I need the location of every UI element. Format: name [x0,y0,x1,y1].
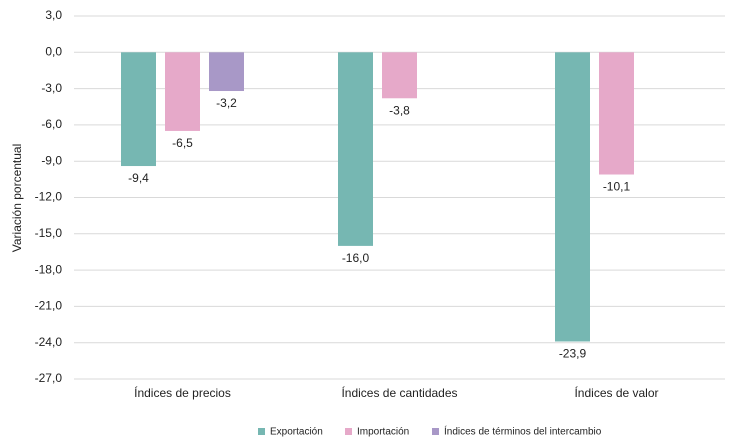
x-tick-label: Índices de precios [134,385,231,400]
y-tick-label: -9,0 [41,153,62,167]
x-tick-label: Índices de valor [574,385,658,400]
value-label: -10,1 [603,180,631,194]
bar [382,52,417,99]
legend-label: Importación [357,427,409,438]
bar [338,52,373,246]
bar [209,52,244,92]
legend-label: Exportación [270,427,323,438]
y-tick-label: -12,0 [35,190,63,204]
y-tick-label: -6,0 [41,117,62,131]
y-axis-label: Variación porcentual [10,144,24,253]
value-label: -23,9 [559,347,587,361]
y-tick-label: 3,0 [45,8,62,22]
value-label: -3,8 [389,103,410,117]
value-label: -9,4 [128,171,149,185]
bar [599,52,634,175]
bar [165,52,200,131]
bar [121,52,156,167]
y-tick-label: -3,0 [41,81,62,95]
bar [555,52,590,342]
value-label: -3,2 [216,96,237,110]
legend-swatch [345,428,352,435]
x-tick-label: Índices de cantidades [341,385,457,400]
value-label: -16,0 [342,251,370,265]
y-tick-label: -15,0 [35,226,63,240]
y-tick-label: -24,0 [35,335,63,349]
legend-swatch [258,428,265,435]
y-tick-label: -27,0 [35,371,63,385]
value-label: -6,5 [172,136,193,150]
legend-swatch [432,428,439,435]
y-tick-label: -18,0 [35,262,63,276]
y-tick-label: 0,0 [45,44,62,58]
y-tick-label: -21,0 [35,299,63,313]
legend-label: Índices de términos del intercambio [444,425,602,438]
